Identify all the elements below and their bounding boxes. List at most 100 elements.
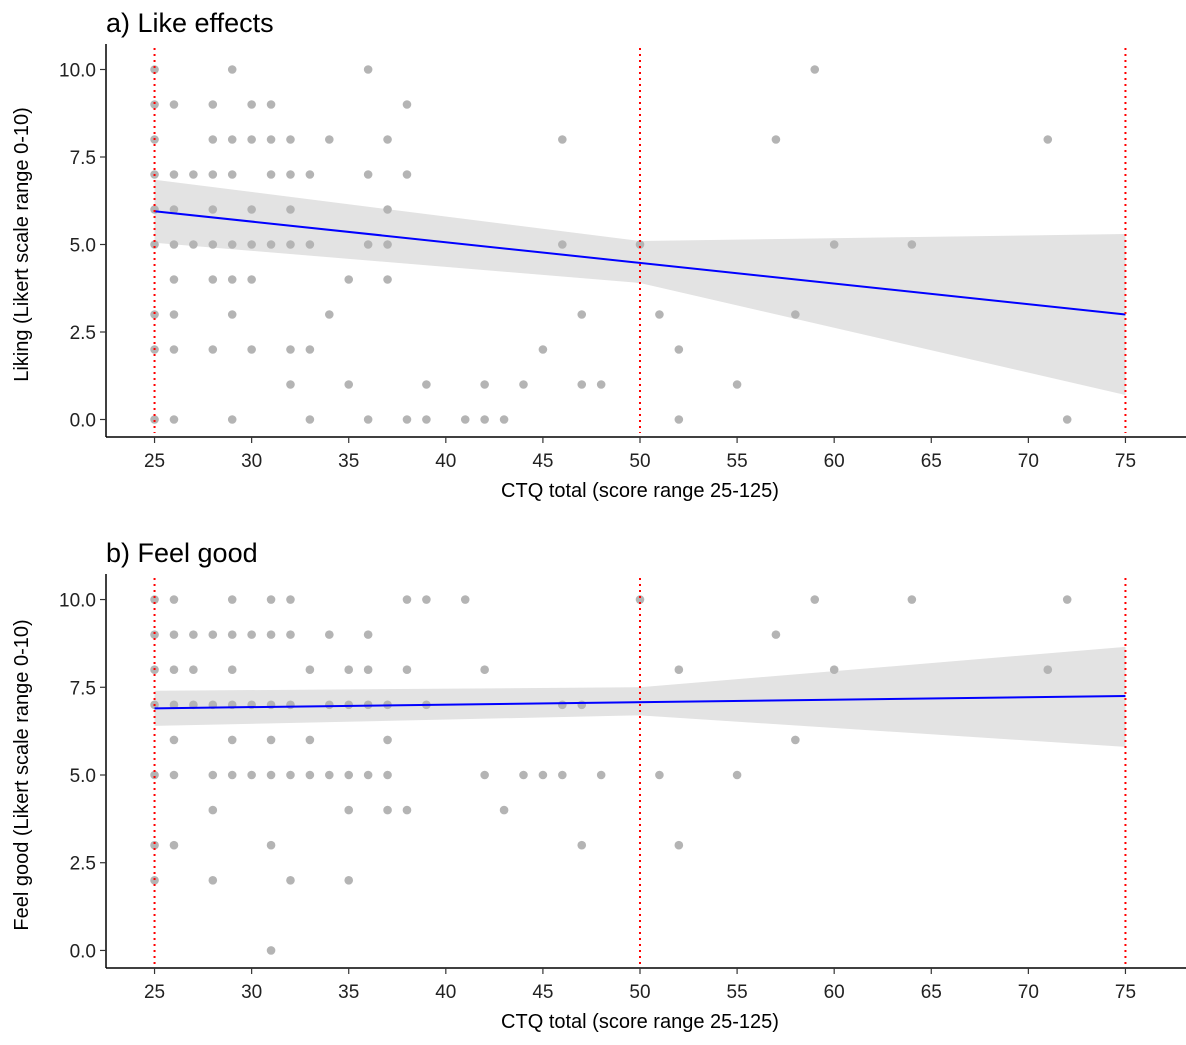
data-point-31 <box>227 310 237 319</box>
x-tick-label: 50 <box>629 982 650 1003</box>
y-tick-label: 7.5 <box>70 148 96 169</box>
data-point-54 <box>325 310 334 319</box>
data-point-55 <box>363 665 373 675</box>
data-point-61 <box>383 135 392 144</box>
data-point-51 <box>344 770 354 780</box>
data-point-58 <box>363 170 373 179</box>
data-point-86 <box>829 665 839 675</box>
data-point-29 <box>227 240 237 249</box>
data-point-74 <box>519 380 528 389</box>
data-point-78 <box>577 310 587 319</box>
data-point-90 <box>907 240 917 249</box>
data-point-31 <box>266 595 276 604</box>
data-point-69 <box>422 415 431 424</box>
data-point-51 <box>305 345 315 354</box>
data-point-67 <box>402 415 412 424</box>
data-point-70 <box>460 415 470 424</box>
data-point-7 <box>169 595 179 604</box>
x-tick-label: 40 <box>435 982 456 1003</box>
data-point-79 <box>655 770 664 780</box>
y-tick-label: 5.0 <box>70 236 96 257</box>
data-point-14 <box>169 310 179 319</box>
data-point-46 <box>325 630 334 639</box>
data-point-14 <box>189 630 198 639</box>
data-point-50 <box>305 240 315 249</box>
data-point-85 <box>732 380 742 389</box>
x-tick-label: 35 <box>338 451 359 472</box>
data-point-5 <box>150 840 159 850</box>
data-point-65 <box>402 100 412 109</box>
y-axis-title: Liking (Likert scale range 0-10) <box>11 107 33 382</box>
data-point-23 <box>208 240 218 249</box>
data-point-26 <box>227 735 237 745</box>
x-tick-label: 30 <box>241 982 262 1003</box>
data-point-68 <box>422 380 431 389</box>
data-point-25 <box>208 345 218 354</box>
data-point-63 <box>383 240 392 249</box>
data-point-37 <box>247 275 256 284</box>
data-point-26 <box>227 65 237 74</box>
data-point-60 <box>363 415 373 424</box>
data-point-9 <box>169 665 179 675</box>
data-point-42 <box>286 875 295 885</box>
data-point-5 <box>150 240 159 249</box>
data-point-46 <box>286 240 295 249</box>
data-point-23 <box>227 630 237 639</box>
data-point-74 <box>558 770 567 780</box>
confidence-band <box>154 179 1126 395</box>
data-point-34 <box>266 735 276 745</box>
x-tick-label: 65 <box>921 451 942 472</box>
data-point-81 <box>674 840 684 850</box>
data-point-62 <box>383 205 392 214</box>
x-tick-label: 65 <box>921 982 942 1003</box>
data-point-87 <box>791 310 800 319</box>
data-point-65 <box>422 595 431 604</box>
data-point-57 <box>363 770 373 780</box>
data-point-27 <box>227 770 237 780</box>
data-point-59 <box>363 240 373 249</box>
data-point-50 <box>344 700 354 710</box>
data-point-83 <box>674 345 684 354</box>
data-point-45 <box>305 770 315 780</box>
data-point-59 <box>383 735 392 745</box>
data-point-41 <box>266 170 276 179</box>
data-point-60 <box>383 770 392 780</box>
data-point-56 <box>344 380 354 389</box>
data-point-71 <box>519 770 528 780</box>
data-point-63 <box>402 665 412 675</box>
y-tick-label: 0.0 <box>70 941 96 962</box>
x-tick-label: 60 <box>824 451 845 472</box>
data-point-88 <box>1043 665 1053 675</box>
data-point-8 <box>169 630 179 639</box>
panel-like-effects: a) Like effects 25 30 35 40 45 50 55 60 65 70 75 0.0… <box>0 0 1186 522</box>
y-tick-label: 10.0 <box>59 61 96 82</box>
data-point-36 <box>266 840 276 850</box>
data-point-11 <box>169 735 179 745</box>
data-point-16 <box>169 415 179 424</box>
data-point-0 <box>150 595 159 604</box>
data-point-75 <box>577 700 587 710</box>
data-point-89 <box>829 240 839 249</box>
data-point-22 <box>208 205 218 214</box>
data-point-49 <box>344 665 354 675</box>
data-point-72 <box>538 770 548 780</box>
data-point-35 <box>247 205 256 214</box>
data-point-30 <box>247 770 256 780</box>
x-tick-label: 75 <box>1115 451 1136 472</box>
data-point-55 <box>344 275 354 284</box>
x-tick-label: 70 <box>1018 451 1039 472</box>
y-tick-label: 10.0 <box>59 591 96 612</box>
y-tick-label: 5.0 <box>70 766 96 787</box>
data-point-0 <box>150 65 159 74</box>
data-point-39 <box>286 630 295 639</box>
data-point-43 <box>286 135 295 144</box>
data-point-80 <box>596 380 606 389</box>
data-point-4 <box>150 770 159 780</box>
data-point-38 <box>247 345 256 354</box>
x-tick-label: 45 <box>532 451 553 472</box>
data-point-45 <box>286 205 295 214</box>
data-point-12 <box>169 770 179 780</box>
data-point-20 <box>208 805 218 815</box>
data-point-52 <box>305 415 315 424</box>
x-tick-label: 40 <box>435 451 456 472</box>
